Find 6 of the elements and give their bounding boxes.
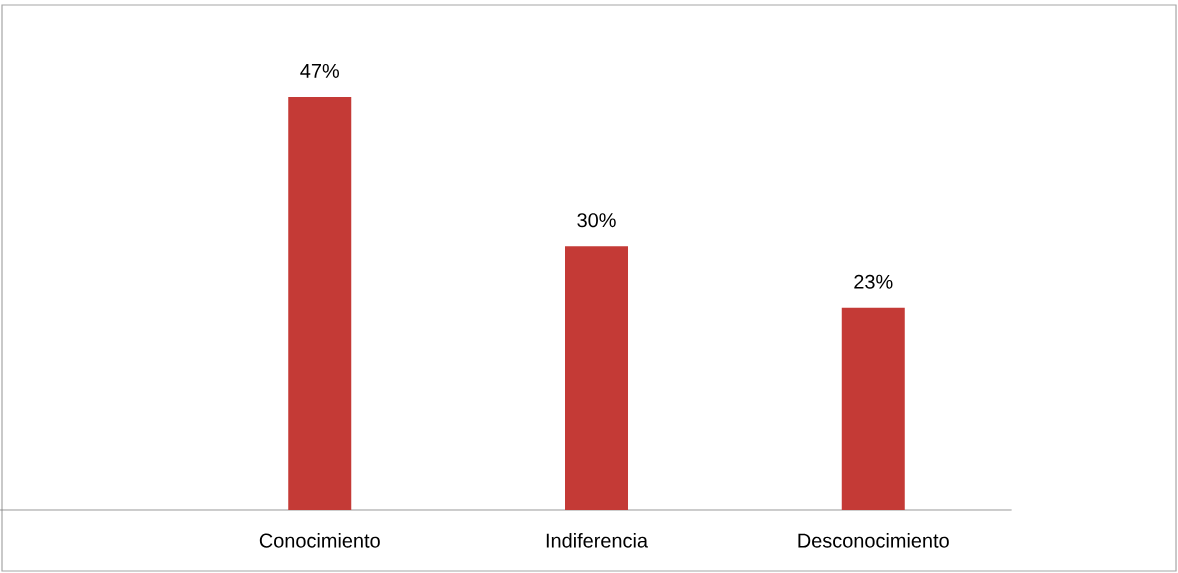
- data-label: 30%: [577, 213, 616, 228]
- data-label: 23%: [854, 274, 893, 289]
- data-label: 47%: [300, 63, 339, 78]
- x-tick-label: Indiferencia: [546, 533, 649, 548]
- x-tick-label: Conocimiento: [259, 533, 380, 548]
- x-tick-label: Desconocimiento: [798, 533, 949, 548]
